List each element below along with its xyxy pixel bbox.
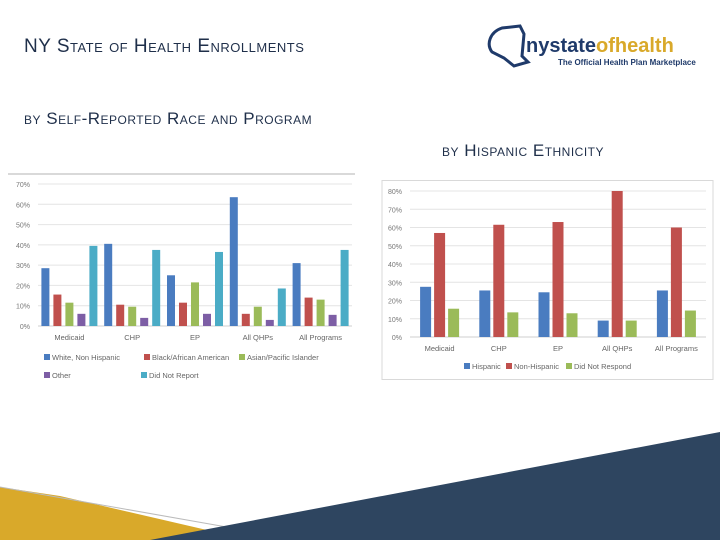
x-category-label: Medicaid xyxy=(54,333,84,342)
legend-swatch xyxy=(239,354,245,360)
legend-swatch xyxy=(464,363,470,369)
legend-label: Black/African American xyxy=(152,353,229,362)
y-tick-label: 20% xyxy=(388,299,402,306)
y-tick-label: 50% xyxy=(388,244,402,251)
navy-band xyxy=(150,432,720,540)
bar-white-non-hispanic-ep xyxy=(167,275,175,326)
gold-band xyxy=(0,487,250,540)
bar-asian-pacific-islander-all-qhps xyxy=(253,306,262,326)
nystateofhealth-logo: nystateofhealth The Official Health Plan… xyxy=(487,24,696,68)
legend-label: Other xyxy=(52,371,71,380)
page-title: NY State of Health Enrollments xyxy=(24,36,305,57)
race-chart: 0% 10% 20% 30% 40% 50% 60% 70% Medicaid CHP EP All … xyxy=(8,173,355,380)
svg-text:The Official Health Plan Marke: The Official Health Plan Marketplace xyxy=(558,58,696,67)
bar-black-african-american-chp xyxy=(116,304,125,326)
y-tick-label: 70% xyxy=(388,207,402,214)
legend-label: Hispanic xyxy=(472,362,501,371)
y-tick-label: 10% xyxy=(16,304,30,311)
bar-asian-pacific-islander-medicaid xyxy=(65,302,74,326)
bar-black-african-american-all-qhps xyxy=(241,313,250,326)
y-tick-label: 80% xyxy=(388,189,402,196)
bar-did-not-report-chp xyxy=(152,249,161,326)
bar-non-hispanic-medicaid xyxy=(434,232,446,337)
x-category-label: All Programs xyxy=(299,333,342,342)
ethnicity-chart: 0% 10% 20% 30% 40% 50% 60% 70% 80% Medicaid CHP EP A… xyxy=(381,180,714,380)
bar-non-hispanic-all-programs xyxy=(670,227,682,337)
right-subtitle: by Hispanic Ethnicity xyxy=(442,141,605,160)
x-category-label: CHP xyxy=(491,344,507,353)
x-category-label: CHP xyxy=(124,333,140,342)
bar-black-african-american-ep xyxy=(179,302,187,326)
bar-hispanic-ep xyxy=(538,292,550,337)
x-category-label: All QHPs xyxy=(602,344,633,353)
legend-label: White, Non Hispanic xyxy=(52,353,120,362)
bar-did-not-respond-chp xyxy=(507,312,519,337)
bar-hispanic-all-programs xyxy=(656,290,668,337)
x-category-label: EP xyxy=(190,333,200,342)
y-tick-label: 20% xyxy=(16,283,30,290)
bar-other-ep xyxy=(203,313,211,326)
legend-label: Did Not Respond xyxy=(574,362,631,371)
bar-other-medicaid xyxy=(77,313,86,326)
y-tick-label: 70% xyxy=(16,182,30,189)
y-tick-label: 40% xyxy=(388,262,402,269)
bar-asian-pacific-islander-chp xyxy=(128,306,137,326)
legend-swatch xyxy=(506,363,512,369)
legend-swatch xyxy=(144,354,150,360)
legend-label: Non-Hispanic xyxy=(514,362,559,371)
bar-other-all-programs xyxy=(328,314,337,326)
bar-black-african-american-medicaid xyxy=(53,294,62,326)
bar-did-not-report-all-programs xyxy=(340,249,349,326)
legend-swatch xyxy=(566,363,572,369)
ny-state-map-icon xyxy=(487,24,531,68)
bar-did-not-respond-ep xyxy=(566,313,578,337)
bar-other-chp xyxy=(140,317,149,326)
bar-did-not-respond-all-qhps xyxy=(625,320,637,337)
y-tick-label: 60% xyxy=(16,202,30,209)
bar-hispanic-chp xyxy=(479,290,491,337)
x-category-label: All QHPs xyxy=(243,333,274,342)
legend-swatch xyxy=(141,372,147,378)
bar-other-all-qhps xyxy=(265,319,274,326)
y-tick-label: 0% xyxy=(20,324,30,331)
legend-swatch xyxy=(44,354,50,360)
y-tick-label: 30% xyxy=(388,280,402,287)
bar-black-african-american-all-programs xyxy=(304,297,313,326)
bar-hispanic-medicaid xyxy=(420,286,432,337)
bar-did-not-report-medicaid xyxy=(89,245,98,326)
x-category-label: EP xyxy=(553,344,563,353)
x-category-label: All Programs xyxy=(655,344,698,353)
bar-did-not-respond-all-programs xyxy=(684,310,696,337)
bar-white-non-hispanic-chp xyxy=(104,243,113,326)
y-tick-label: 10% xyxy=(388,317,402,324)
bar-white-non-hispanic-all-programs xyxy=(292,263,301,326)
bar-white-non-hispanic-all-qhps xyxy=(229,197,238,326)
x-category-label: Medicaid xyxy=(425,344,455,353)
bar-non-hispanic-all-qhps xyxy=(611,191,623,337)
bar-did-not-report-all-qhps xyxy=(277,288,286,326)
left-subtitle: by Self-Reported Race and Program xyxy=(24,109,313,128)
svg-text:nystateofhealth: nystateofhealth xyxy=(526,35,674,57)
bar-asian-pacific-islander-all-programs xyxy=(316,299,325,326)
y-tick-label: 60% xyxy=(388,226,402,233)
y-tick-label: 50% xyxy=(16,223,30,230)
bar-did-not-respond-medicaid xyxy=(448,308,460,337)
bar-asian-pacific-islander-ep xyxy=(191,282,199,326)
bar-white-non-hispanic-medicaid xyxy=(41,268,50,326)
bar-non-hispanic-chp xyxy=(493,224,505,337)
bar-non-hispanic-ep xyxy=(552,222,564,337)
legend-label: Asian/Pacific Islander xyxy=(247,353,319,362)
y-tick-label: 0% xyxy=(392,335,402,342)
legend-label: Did Not Report xyxy=(149,371,200,380)
bar-did-not-report-ep xyxy=(215,251,223,326)
legend-swatch xyxy=(44,372,50,378)
bar-hispanic-all-qhps xyxy=(597,320,609,337)
y-tick-label: 30% xyxy=(16,263,30,270)
y-tick-label: 40% xyxy=(16,243,30,250)
